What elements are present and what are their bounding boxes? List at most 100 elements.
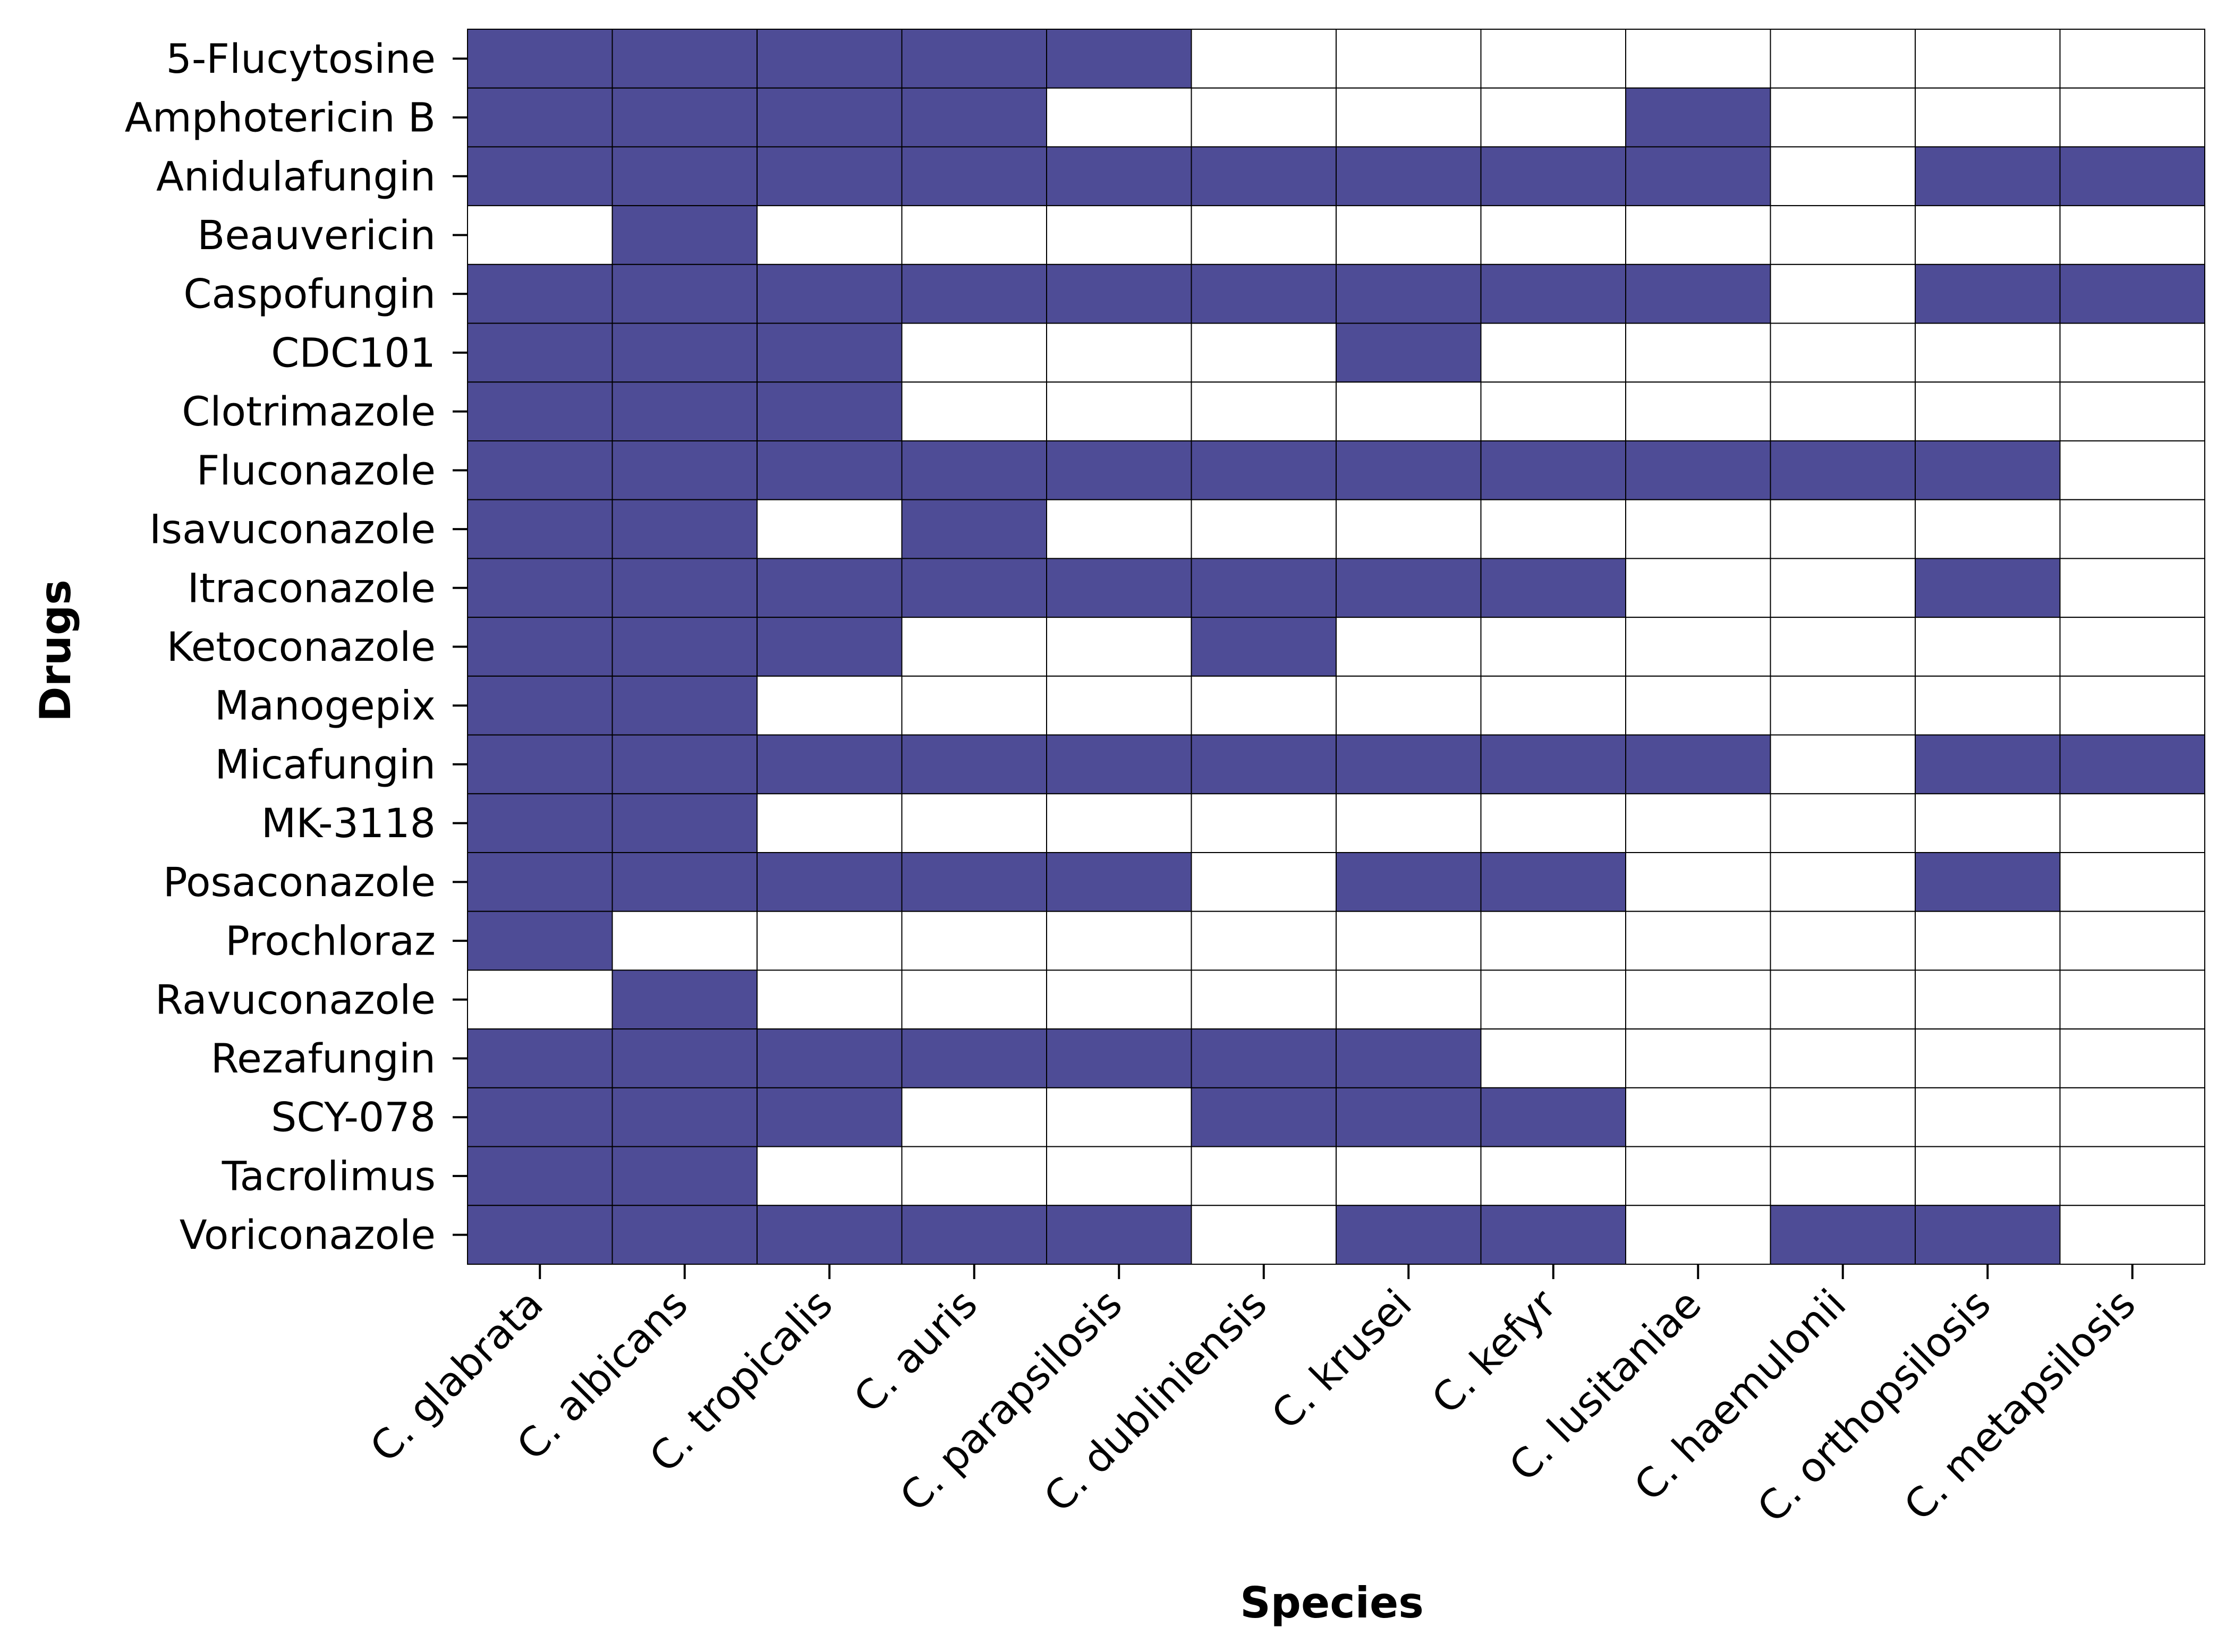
heatmap-cell-present bbox=[1046, 734, 1192, 795]
heatmap-cell-present bbox=[467, 1205, 613, 1265]
heatmap-cell-present bbox=[611, 87, 758, 148]
heatmap-cell-absent bbox=[757, 675, 903, 736]
heatmap-cell-absent bbox=[2059, 969, 2205, 1030]
heatmap-cell-absent bbox=[757, 499, 903, 559]
heatmap-cell-absent bbox=[1191, 969, 1337, 1030]
heatmap-cell-absent bbox=[1625, 205, 1771, 265]
y-tick-label: Posaconazole bbox=[163, 858, 436, 906]
heatmap-cell-absent bbox=[1191, 29, 1337, 89]
x-tick-label: C. krusei bbox=[1262, 1280, 1421, 1438]
heatmap-cell-absent bbox=[1046, 322, 1192, 383]
heatmap-cell-present bbox=[1336, 1087, 1482, 1147]
heatmap-cell-absent bbox=[2059, 1205, 2205, 1265]
heatmap-cell-absent bbox=[2059, 910, 2205, 971]
heatmap-cell-present bbox=[611, 146, 758, 207]
heatmap-cell-absent bbox=[1625, 322, 1771, 383]
heatmap-cell-absent bbox=[1336, 910, 1482, 971]
heatmap-cell-absent bbox=[1480, 1028, 1626, 1088]
heatmap-cell-absent bbox=[2059, 675, 2205, 736]
heatmap-cell-absent bbox=[1480, 205, 1626, 265]
heatmap-cell-present bbox=[1046, 29, 1192, 89]
heatmap-cell-absent bbox=[1191, 793, 1337, 854]
heatmap-cell-present bbox=[467, 734, 613, 795]
heatmap-cell-absent bbox=[1046, 381, 1192, 441]
heatmap-cell-present bbox=[1191, 558, 1337, 618]
heatmap-cell-present bbox=[611, 29, 758, 89]
heatmap-cell-absent bbox=[1625, 1205, 1771, 1265]
heatmap-cell-present bbox=[1046, 852, 1192, 912]
heatmap-cell-present bbox=[467, 793, 613, 854]
y-tick-label: Anidulafungin bbox=[156, 152, 436, 200]
heatmap-cell-present bbox=[901, 1028, 1047, 1088]
heatmap-cell-absent bbox=[1915, 499, 2061, 559]
heatmap-cell-present bbox=[1915, 852, 2061, 912]
heatmap-cell-absent bbox=[1480, 499, 1626, 559]
heatmap-cell-present bbox=[467, 617, 613, 677]
heatmap-cell-absent bbox=[1191, 499, 1337, 559]
x-tick-label: C. auris bbox=[845, 1280, 987, 1422]
heatmap-cell-absent bbox=[901, 205, 1047, 265]
heatmap-cell-present bbox=[1191, 1087, 1337, 1147]
heatmap-cell-absent bbox=[1480, 910, 1626, 971]
heatmap-cell-present bbox=[1191, 734, 1337, 795]
heatmap-cell-present bbox=[901, 29, 1047, 89]
heatmap-cell-absent bbox=[2059, 793, 2205, 854]
heatmap-cell-present bbox=[611, 1205, 758, 1265]
heatmap-cell-present bbox=[467, 852, 613, 912]
heatmap-cell-present bbox=[901, 87, 1047, 148]
heatmap-cell-absent bbox=[1770, 29, 1916, 89]
y-tick-label: Ketoconazole bbox=[167, 623, 436, 670]
heatmap-cell-absent bbox=[2059, 322, 2205, 383]
heatmap-cell-present bbox=[1046, 558, 1192, 618]
heatmap-cell-absent bbox=[1191, 322, 1337, 383]
heatmap-cell-present bbox=[757, 1205, 903, 1265]
heatmap-cell-present bbox=[1046, 263, 1192, 324]
heatmap-cell-present bbox=[1625, 87, 1771, 148]
heatmap-cell-present bbox=[1191, 617, 1337, 677]
heatmap-cell-absent bbox=[901, 675, 1047, 736]
heatmap-cell-absent bbox=[1480, 1146, 1626, 1206]
heatmap-cell-absent bbox=[2059, 499, 2205, 559]
heatmap-cell-absent bbox=[1191, 852, 1337, 912]
heatmap-cell-present bbox=[1625, 440, 1771, 500]
heatmap-cell-absent bbox=[1480, 29, 1626, 89]
heatmap-cell-absent bbox=[2059, 1028, 2205, 1088]
heatmap-cell-absent bbox=[1625, 969, 1771, 1030]
heatmap-cell-absent bbox=[1770, 617, 1916, 677]
heatmap-cell-absent bbox=[901, 793, 1047, 854]
heatmap-cell-absent bbox=[901, 1146, 1047, 1206]
heatmap-cell-present bbox=[1336, 1028, 1482, 1088]
heatmap-cell-absent bbox=[1915, 1146, 2061, 1206]
heatmap-cell-absent bbox=[1046, 1146, 1192, 1206]
heatmap-cell-present bbox=[611, 499, 758, 559]
heatmap-cell-absent bbox=[1915, 1028, 2061, 1088]
heatmap-cell-present bbox=[1480, 1087, 1626, 1147]
heatmap-cell-present bbox=[1191, 263, 1337, 324]
heatmap-cell-present bbox=[901, 146, 1047, 207]
y-tick-label: Isavuconazole bbox=[149, 506, 436, 553]
heatmap-cell-present bbox=[467, 87, 613, 148]
heatmap-cell-present bbox=[2059, 734, 2205, 795]
heatmap-cell-present bbox=[757, 440, 903, 500]
heatmap-cell-absent bbox=[1915, 675, 2061, 736]
heatmap-cell-present bbox=[901, 852, 1047, 912]
heatmap-cell-present bbox=[611, 322, 758, 383]
heatmap-cell-present bbox=[611, 1146, 758, 1206]
heatmap-cell-present bbox=[1770, 440, 1916, 500]
heatmap-cell-present bbox=[611, 205, 758, 265]
y-tick-label: Itraconazole bbox=[188, 564, 436, 611]
y-tick-label: Voriconazole bbox=[180, 1211, 436, 1258]
heatmap-cell-absent bbox=[1625, 1087, 1771, 1147]
heatmap-cell-present bbox=[467, 558, 613, 618]
heatmap-cell-absent bbox=[2059, 87, 2205, 148]
heatmap-cell-absent bbox=[1191, 381, 1337, 441]
heatmap-cell-absent bbox=[1625, 499, 1771, 559]
heatmap-cell-absent bbox=[1770, 205, 1916, 265]
x-axis-title: Species bbox=[1240, 1578, 1424, 1628]
heatmap-cell-present bbox=[1336, 146, 1482, 207]
heatmap-cell-absent bbox=[1480, 793, 1626, 854]
heatmap-cell-present bbox=[1336, 558, 1482, 618]
heatmap-cell-present bbox=[611, 852, 758, 912]
heatmap-cell-present bbox=[1480, 440, 1626, 500]
